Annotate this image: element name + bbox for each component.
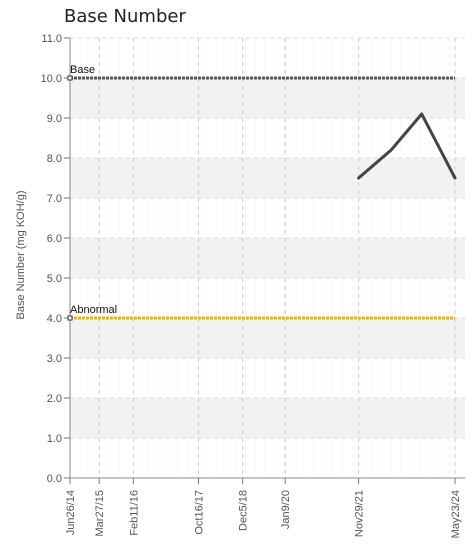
- plot-band: [70, 398, 465, 438]
- reference-label: Abnormal: [70, 304, 117, 316]
- y-tick-label: 2.0: [47, 393, 62, 405]
- y-tick-label: 9.0: [47, 113, 62, 125]
- x-tick-label: Mar27/15: [94, 490, 106, 536]
- y-tick-label: 0.0: [47, 473, 62, 485]
- y-tick-label: 6.0: [47, 233, 62, 245]
- series-line: [357, 112, 457, 180]
- plot-band: [70, 238, 465, 278]
- reference-marker: [67, 315, 73, 321]
- series-lines: [357, 112, 457, 180]
- x-tick-label: May23/24: [450, 490, 462, 538]
- y-tick-label: 7.0: [47, 193, 62, 205]
- reference-label: Base: [70, 64, 95, 76]
- y-tick-labels: 0.0 1.0 2.0 3.0 4.0 5.0 6.0 7.0 8.0 9.0 10.0 11.0: [41, 33, 62, 485]
- y-tick-label: 10.0: [41, 73, 62, 85]
- reference-marker: [67, 75, 73, 81]
- y-tick-label: 1.0: [47, 433, 62, 445]
- chart-title: Base Number: [64, 6, 186, 27]
- x-tick-labels: Jun26/14 Mar27/15 Feb11/16 Oct16/17 Dec5/18 J…: [65, 490, 462, 538]
- grid-lines: [69, 37, 465, 479]
- axes: [64, 37, 465, 484]
- y-axis-label: Base Number (mg KOH/g): [15, 191, 27, 320]
- y-tick-label: 4.0: [47, 313, 62, 325]
- x-tick-label: Dec5/18: [238, 490, 250, 531]
- plot-band: [70, 158, 465, 198]
- x-tick-label: Nov29/21: [354, 490, 366, 537]
- x-tick-label: Oct16/17: [194, 490, 206, 535]
- x-tick-label: Jun26/14: [65, 490, 77, 535]
- plot-band: [70, 78, 465, 118]
- reference-lines: Base Abnormal: [67, 64, 455, 321]
- plot-background-bands: [70, 78, 465, 438]
- y-tick-label: 3.0: [47, 353, 62, 365]
- x-tick-label: Jan9/20: [280, 490, 292, 529]
- x-tick-label: Feb11/16: [128, 490, 140, 536]
- plot-band: [70, 318, 465, 358]
- y-tick-label: 8.0: [47, 153, 62, 165]
- y-tick-label: 11.0: [41, 33, 62, 45]
- y-tick-label: 5.0: [47, 273, 62, 285]
